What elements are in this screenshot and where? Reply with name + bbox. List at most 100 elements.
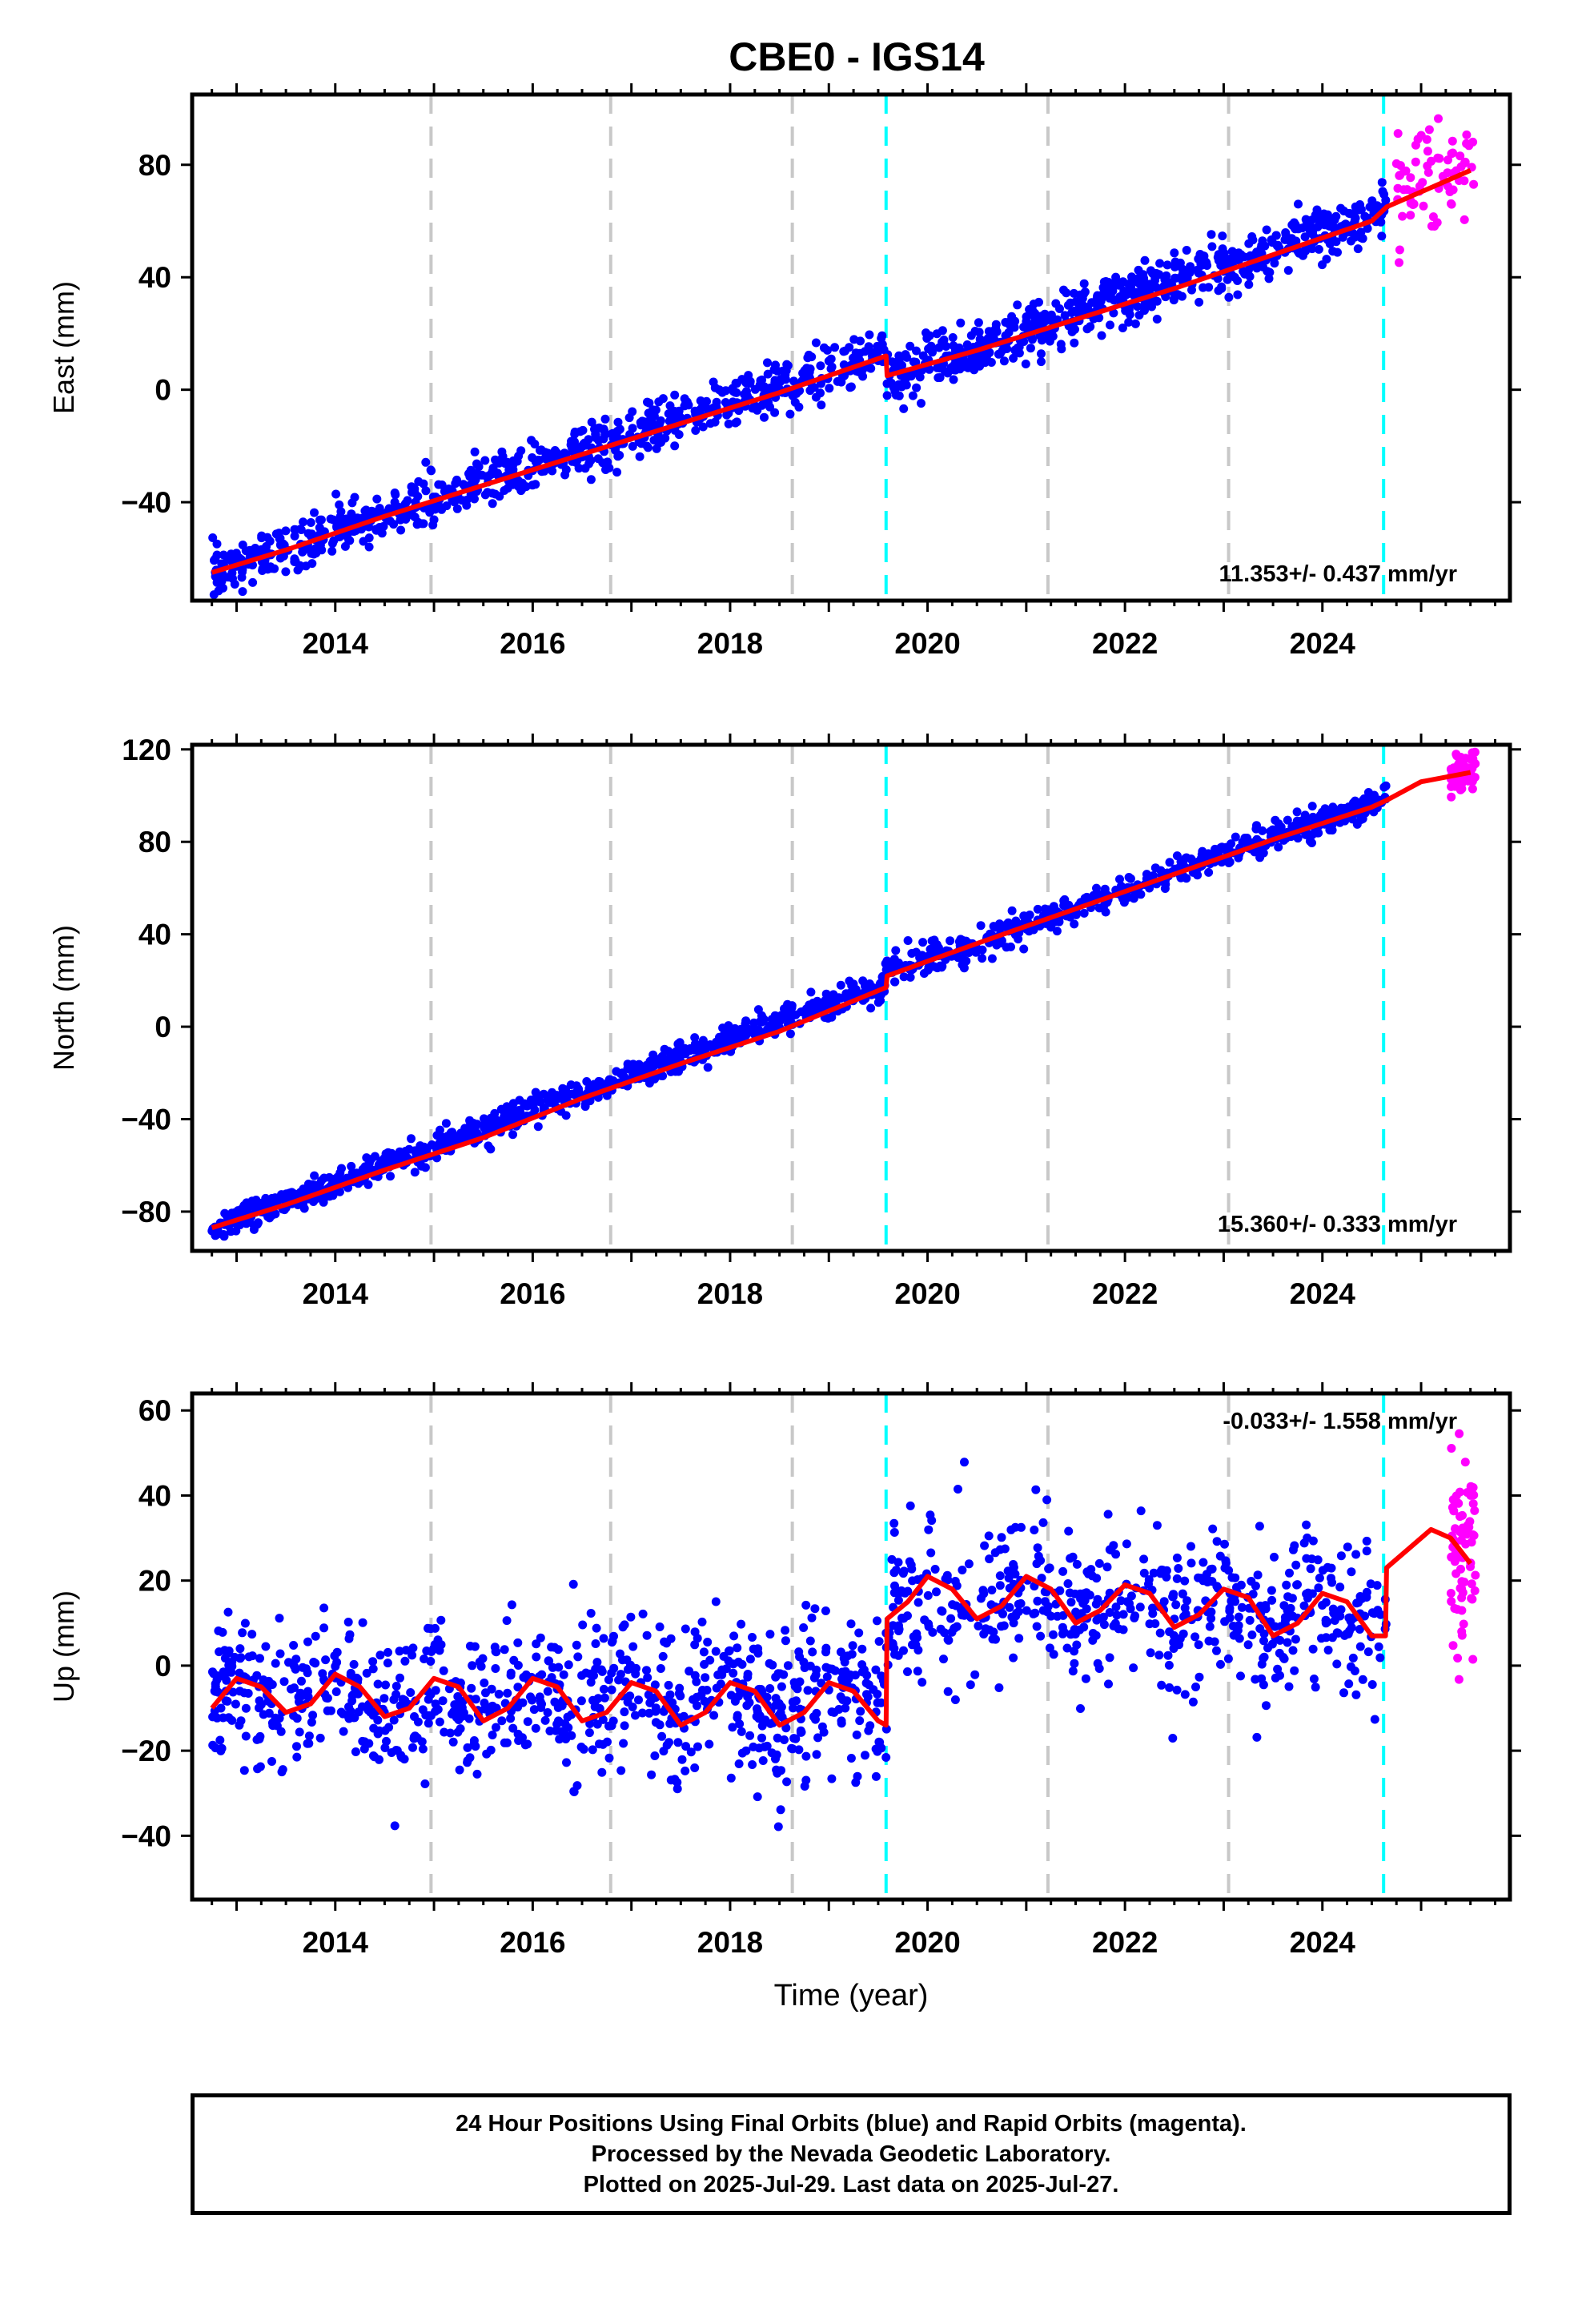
- final-orbits-point: [865, 330, 874, 340]
- final-orbits-point: [971, 359, 981, 368]
- final-orbits-point: [1111, 1602, 1121, 1612]
- final-orbits-point: [576, 444, 585, 453]
- final-orbits-point: [889, 1518, 899, 1528]
- final-orbits-point: [265, 537, 275, 546]
- y-tick-label: −40: [121, 486, 171, 519]
- final-orbits-point: [852, 1730, 861, 1739]
- final-orbits-point: [657, 1731, 667, 1741]
- final-orbits-point: [1130, 1611, 1140, 1621]
- final-orbits-point: [585, 455, 595, 464]
- final-orbits-point: [1280, 1613, 1290, 1622]
- rapid-orbits-point: [1466, 1562, 1475, 1571]
- y-tick-label: 40: [139, 919, 171, 951]
- final-orbits-point: [851, 1778, 861, 1787]
- final-orbits-point: [1152, 1521, 1162, 1530]
- final-orbits-point: [801, 1600, 811, 1610]
- final-orbits-point: [894, 1621, 903, 1630]
- rapid-orbits-point: [1460, 1458, 1470, 1467]
- final-orbits-point: [278, 1765, 287, 1775]
- final-orbits-point: [1270, 1552, 1279, 1562]
- final-orbits-point: [875, 991, 885, 1001]
- final-orbits-point: [748, 1760, 757, 1769]
- final-orbits-point: [651, 1707, 661, 1716]
- final-orbits-point: [351, 1747, 360, 1756]
- final-orbits-point: [592, 1719, 602, 1729]
- final-orbits-point: [1309, 1675, 1319, 1683]
- rapid-orbits-point: [1443, 155, 1452, 165]
- final-orbits-point: [857, 1644, 867, 1654]
- final-orbits-point: [899, 972, 909, 982]
- final-orbits-point: [923, 1590, 933, 1600]
- final-orbits-point: [1234, 853, 1243, 862]
- final-orbits-point: [1270, 259, 1279, 268]
- final-orbits-point: [740, 389, 749, 399]
- final-orbits-point: [457, 1703, 467, 1712]
- final-orbits-point: [1362, 1536, 1371, 1546]
- final-orbits-point: [1056, 340, 1066, 349]
- final-orbits-point: [781, 1636, 790, 1646]
- plot-area-east: [208, 94, 1479, 601]
- final-orbits-point: [1252, 834, 1262, 844]
- final-orbits-point: [275, 553, 285, 563]
- final-orbits-point: [919, 969, 929, 978]
- final-orbits-point: [368, 1657, 378, 1667]
- final-orbits-point: [1224, 842, 1234, 851]
- final-orbits-point: [890, 387, 900, 396]
- final-orbits-point: [571, 1088, 580, 1098]
- final-orbits-point: [1097, 331, 1106, 340]
- final-orbits-point: [228, 1687, 238, 1697]
- final-orbits-point: [753, 1704, 761, 1714]
- final-orbits-point: [340, 541, 350, 551]
- final-orbits-point: [1362, 1587, 1371, 1597]
- final-orbits-point: [623, 1059, 632, 1069]
- final-orbits-point: [465, 1642, 475, 1651]
- final-orbits-point: [962, 340, 972, 349]
- final-orbits-point: [309, 549, 319, 559]
- rapid-orbits-point: [1452, 751, 1462, 761]
- final-orbits-point: [1273, 240, 1283, 250]
- rapid-orbits-point: [1461, 1539, 1471, 1549]
- final-orbits-point: [1262, 1701, 1271, 1711]
- final-orbits-point: [935, 961, 945, 971]
- final-orbits-point: [337, 1164, 346, 1173]
- final-orbits-point: [1009, 1653, 1018, 1663]
- final-orbits-point: [1037, 357, 1046, 367]
- final-orbits-point: [620, 1721, 629, 1731]
- final-orbits-point: [618, 1622, 628, 1632]
- final-orbits-point: [1094, 313, 1104, 323]
- final-orbits-point: [497, 447, 507, 456]
- final-orbits-point: [468, 1661, 477, 1671]
- final-orbits-point: [494, 1690, 504, 1699]
- final-orbits-point: [753, 1792, 762, 1802]
- final-orbits-point: [239, 1766, 249, 1775]
- final-orbits-point: [1180, 1603, 1190, 1613]
- final-orbits-point: [309, 1658, 319, 1667]
- final-orbits-point: [1164, 1660, 1174, 1670]
- final-orbits-point: [327, 546, 337, 556]
- final-orbits-point: [1154, 270, 1164, 279]
- final-orbits-point: [597, 1767, 607, 1777]
- final-orbits-point: [1044, 1564, 1054, 1574]
- final-orbits-point: [750, 401, 760, 411]
- x-tick-label: 2018: [697, 1926, 763, 1959]
- final-orbits-point: [809, 1673, 819, 1683]
- final-orbits-point: [970, 1670, 980, 1679]
- final-orbits-point: [410, 1168, 420, 1177]
- final-orbits-point: [506, 1714, 516, 1723]
- y-tick-label: 40: [139, 1479, 171, 1512]
- final-orbits-point: [1118, 1625, 1128, 1634]
- final-orbits-point: [329, 536, 339, 545]
- final-orbits-point: [903, 936, 913, 945]
- final-orbits-point: [292, 1752, 302, 1762]
- final-orbits-point: [467, 1128, 476, 1137]
- final-orbits-point: [932, 1587, 941, 1597]
- final-orbits-point: [1099, 277, 1109, 287]
- final-orbits-point: [1207, 242, 1217, 251]
- x-tick-label: 2022: [1092, 627, 1158, 660]
- final-orbits-point: [332, 1658, 342, 1667]
- x-tick-label: 2022: [1092, 1926, 1158, 1959]
- final-orbits-point: [414, 476, 424, 486]
- final-orbits-point: [576, 1743, 586, 1751]
- final-orbits-point: [373, 1729, 383, 1739]
- final-orbits-point: [1170, 257, 1180, 267]
